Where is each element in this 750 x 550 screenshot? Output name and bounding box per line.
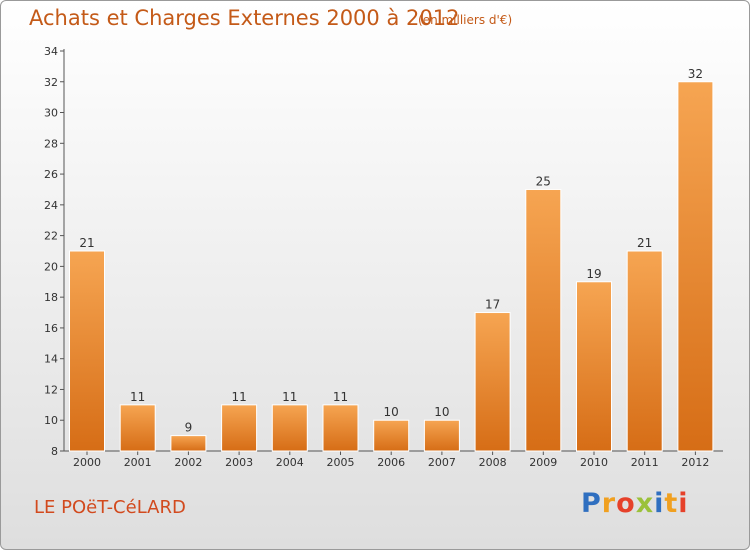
logo-letter: x — [635, 488, 655, 519]
data-label: 10 — [434, 405, 449, 419]
x-tick-label: 2006 — [377, 456, 405, 469]
x-tick-label: 2005 — [327, 456, 355, 469]
y-tick-label: 18 — [44, 291, 58, 304]
commune-name: LE POëT-CéLARD — [34, 497, 186, 518]
bar — [69, 250, 105, 452]
x-tick-label: 2012 — [681, 456, 709, 469]
x-tick-label: 2004 — [276, 456, 304, 469]
bar — [474, 312, 511, 452]
data-label: 11 — [333, 390, 348, 404]
bar — [373, 419, 410, 452]
y-tick-label: 28 — [44, 137, 58, 150]
y-tick-label: 10 — [44, 414, 58, 427]
chart-title: Achats et Charges Externes 2000 à 2012 — [29, 6, 460, 30]
x-tick-label: 2010 — [580, 456, 608, 469]
y-tick-label: 8 — [51, 445, 58, 458]
x-tick-label: 2002 — [174, 456, 202, 469]
data-label: 21 — [79, 236, 94, 250]
y-tick-label: 14 — [44, 353, 58, 366]
data-label: 21 — [637, 236, 652, 250]
bar — [119, 404, 156, 452]
proxiti-logo: Proxiti — [581, 488, 689, 519]
y-tick-label: 26 — [44, 168, 58, 181]
bar — [677, 81, 714, 452]
data-label: 25 — [536, 174, 551, 188]
data-label: 10 — [384, 405, 399, 419]
logo-letter: r — [601, 488, 617, 519]
data-label: 9 — [185, 421, 193, 435]
y-tick-label: 16 — [44, 322, 58, 335]
y-tick-label: 22 — [44, 230, 58, 243]
y-tick-label: 12 — [44, 383, 58, 396]
logo-letter: i — [654, 488, 665, 519]
x-tick-label: 2001 — [124, 456, 152, 469]
x-tick-label: 2007 — [428, 456, 456, 469]
bar — [322, 404, 359, 452]
bar — [221, 404, 258, 452]
bar — [576, 281, 612, 452]
y-tick-label: 24 — [44, 199, 58, 212]
chart-subtitle: (en milliers d'€) — [418, 13, 513, 27]
logo-letter: o — [616, 488, 636, 519]
data-label: 19 — [586, 267, 601, 281]
data-label: 17 — [485, 298, 500, 312]
y-tick-label: 30 — [44, 107, 58, 120]
x-tick-label: 2008 — [479, 456, 507, 469]
data-label: 11 — [231, 390, 246, 404]
data-label: 11 — [282, 390, 297, 404]
y-tick-label: 34 — [44, 45, 58, 58]
x-tick-label: 2000 — [73, 456, 101, 469]
y-tick-label: 32 — [44, 76, 58, 89]
logo-letter: P — [581, 488, 602, 519]
logo-letter: t — [664, 488, 679, 519]
data-label: 11 — [130, 390, 145, 404]
bar — [525, 188, 562, 452]
bar — [626, 250, 663, 452]
bar — [271, 404, 308, 452]
bar — [170, 435, 207, 452]
logo-letter: i — [678, 488, 689, 519]
x-tick-label: 2003 — [225, 456, 253, 469]
data-label: 32 — [688, 67, 703, 81]
x-tick-label: 2011 — [631, 456, 659, 469]
y-tick-label: 20 — [44, 260, 58, 273]
x-tick-label: 2009 — [529, 456, 557, 469]
bar — [423, 419, 460, 452]
